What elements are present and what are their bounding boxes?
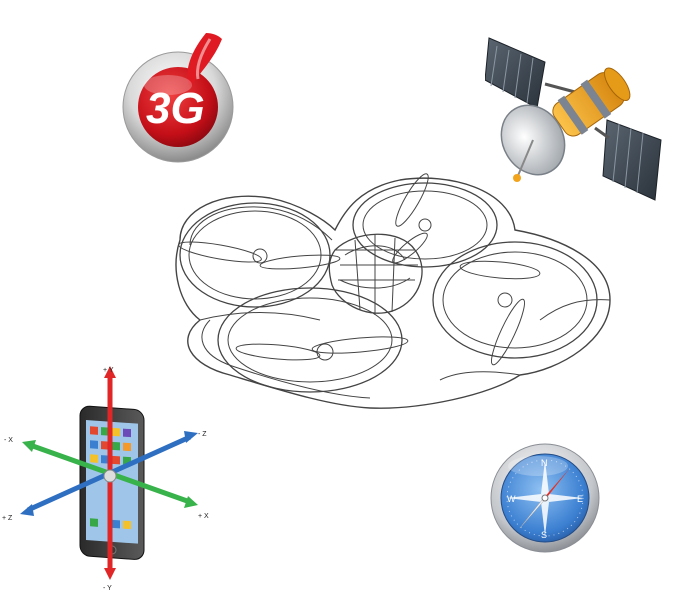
axis-label-neg-z: - Z bbox=[198, 431, 207, 438]
compass-label-north: N bbox=[541, 458, 548, 468]
phone-accelerometer-axes-icon: + Y - Y + X - X + Z - Z bbox=[0, 362, 220, 592]
compass-label-west: W bbox=[507, 494, 516, 504]
axis-label-pos-z: + Z bbox=[2, 515, 13, 522]
compass-label-east: E bbox=[577, 494, 583, 504]
3g-badge-icon: 3G bbox=[118, 25, 243, 165]
axis-label-pos-x: + X bbox=[198, 513, 209, 520]
satellite-icon bbox=[485, 28, 665, 203]
3g-badge-label: 3G bbox=[146, 84, 205, 133]
quadcopter-wireframe-icon bbox=[160, 170, 620, 420]
compass-icon: N S E W bbox=[488, 436, 603, 564]
axis-label-neg-x: - X bbox=[4, 437, 13, 444]
axis-label-pos-y: + Y bbox=[103, 367, 114, 374]
compass-label-south: S bbox=[541, 530, 547, 540]
axis-label-neg-y: - Y bbox=[103, 585, 112, 592]
